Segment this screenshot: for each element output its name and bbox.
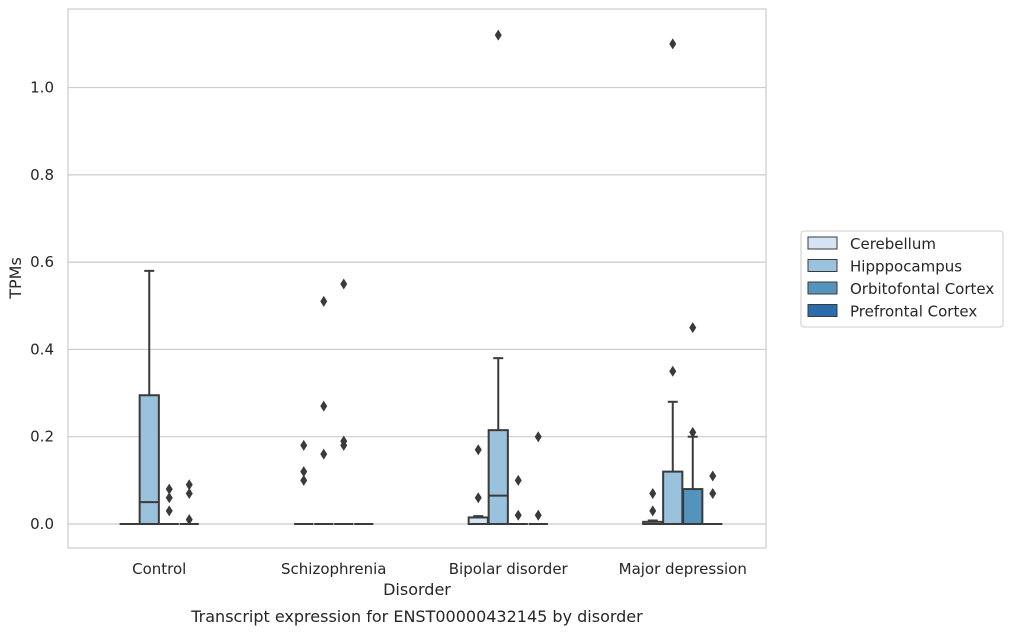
- box-prefrontal-cortex: [179, 479, 199, 526]
- outlier-point: [534, 509, 542, 521]
- outlier-point: [474, 444, 482, 456]
- y-tick-label: 0.2: [30, 428, 54, 446]
- outlier-point: [474, 492, 482, 504]
- y-axis-ticks: 0.0 0.2 0.4 0.6 0.8 1.0: [30, 79, 54, 533]
- outlier-point: [185, 487, 193, 499]
- plot-frame: [67, 8, 767, 549]
- outlier-point: [534, 431, 542, 443]
- y-tick-label: 0.4: [30, 340, 54, 358]
- x-tick-label: Bipolar disorder: [449, 560, 569, 578]
- outlier-point: [165, 483, 173, 495]
- plot-area: [68, 9, 766, 548]
- outlier-point: [514, 474, 522, 486]
- outlier-point: [494, 29, 502, 41]
- x-axis-title: Disorder: [383, 580, 451, 599]
- box-cerebellum: [642, 487, 664, 525]
- legend-label: Cerebellum: [850, 235, 936, 253]
- box-orbitofontal-cortex: [159, 483, 179, 525]
- outlier-point: [340, 435, 348, 447]
- outlier-point: [669, 365, 677, 377]
- outlier-point: [185, 514, 193, 526]
- box-cerebellum: [294, 439, 314, 525]
- outlier-point: [300, 466, 308, 478]
- outlier-point: [185, 479, 193, 491]
- box-body: [138, 394, 160, 525]
- outlier-point: [320, 448, 328, 460]
- outlier-point: [165, 505, 173, 517]
- outlier-point: [320, 295, 328, 307]
- box-hipppocampus: [314, 295, 334, 525]
- box-series: [119, 29, 723, 526]
- box-orbitofontal-cortex: [334, 278, 354, 525]
- outlier-point: [649, 487, 657, 499]
- outlier-point: [689, 322, 697, 334]
- box-body: [487, 429, 509, 525]
- box-prefrontal-cortex: [528, 431, 548, 525]
- chart-caption: Transcript expression for ENST0000043214…: [190, 607, 643, 626]
- outlier-point: [320, 400, 328, 412]
- x-tick-label: Schizophrenia: [281, 560, 386, 578]
- x-tick-label: Control: [132, 560, 186, 578]
- legend-label: Prefrontal Cortex: [850, 303, 977, 321]
- y-tick-label: 1.0: [30, 79, 54, 97]
- x-tick-label: Major depression: [619, 560, 747, 578]
- outlier-point: [340, 278, 348, 290]
- box-orbitofontal-cortex: [508, 474, 528, 525]
- legend-label: Hipppocampus: [850, 258, 962, 276]
- legend-label: Orbitofontal Cortex: [850, 280, 994, 298]
- legend-swatch: [807, 304, 838, 317]
- box-body: [682, 488, 704, 525]
- y-axis-title: TPMs: [6, 257, 25, 300]
- box-hipppocampus: [487, 29, 509, 525]
- outlier-point: [709, 470, 717, 482]
- y-tick-label: 0.0: [30, 515, 54, 533]
- outlier-point: [514, 509, 522, 521]
- legend-frame: [800, 230, 1004, 328]
- outlier-point: [709, 487, 717, 499]
- legend-swatch: [807, 259, 838, 272]
- box-hipppocampus: [138, 269, 160, 525]
- outlier-point: [689, 426, 697, 438]
- outlier-point: [165, 492, 173, 504]
- outlier-point: [669, 38, 677, 50]
- box-body: [662, 470, 684, 525]
- y-tick-label: 0.8: [30, 166, 54, 184]
- box-orbitofontal-cortex: [682, 322, 704, 525]
- legend-swatch: [807, 281, 838, 295]
- y-tick-label: 0.6: [30, 253, 54, 271]
- legend-swatch: [807, 236, 838, 250]
- legend: Cerebellum Hipppocampus Orbitofontal Corte…: [800, 230, 1004, 328]
- box-cerebellum: [467, 444, 489, 525]
- outlier-point: [649, 505, 657, 517]
- box-prefrontal-cortex: [703, 470, 723, 525]
- outlier-point: [300, 439, 308, 451]
- outlier-point: [300, 474, 308, 486]
- x-axis-ticks: Control Schizophrenia Bipolar disorder Majo…: [132, 560, 747, 578]
